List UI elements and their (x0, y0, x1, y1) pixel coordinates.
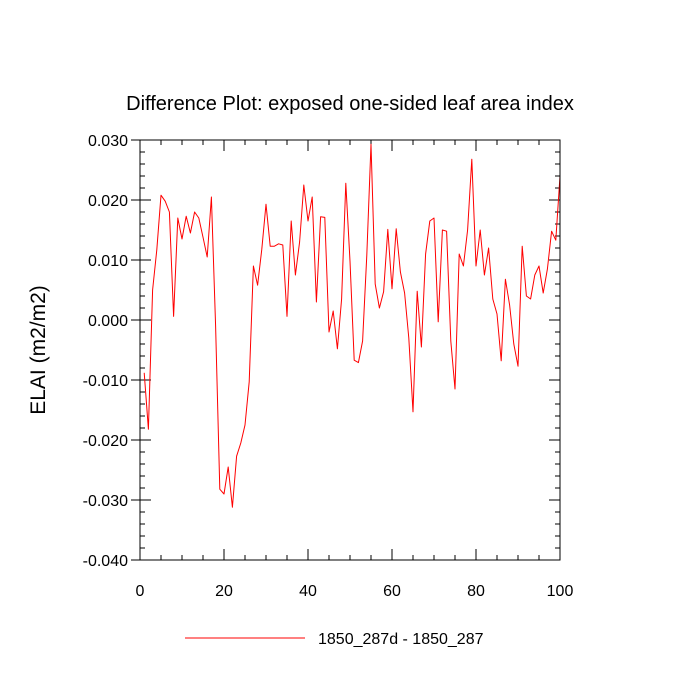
chart-title: Difference Plot: exposed one-sided leaf … (126, 93, 574, 115)
axis-ticks (131, 139, 561, 561)
x-tick-label: 0 (136, 583, 145, 600)
axis-tick-labels: 0 20 40 60 80 100 -0.040 -0.030 -0.020 -0.010 0.00… (83, 133, 574, 600)
x-tick-label: 20 (215, 583, 233, 600)
series-line (143, 143, 561, 508)
x-tick-label: 80 (467, 583, 485, 600)
y-tick-label: -0.020 (83, 433, 128, 450)
y-tick-label: 0.020 (88, 193, 128, 210)
legend: 1850_287d - 1850_287 (185, 631, 484, 648)
x-tick-label: 60 (383, 583, 401, 600)
legend-label: 1850_287d - 1850_287 (318, 631, 484, 648)
y-tick-label: -0.010 (83, 373, 128, 390)
y-axis-label: ELAI (m2/m2) (27, 285, 50, 415)
x-tick-label: 40 (299, 583, 317, 600)
y-tick-label: 0.000 (88, 313, 128, 330)
series-lines (143, 143, 561, 508)
plot-area-frame (139, 139, 561, 561)
y-tick-label: -0.030 (83, 493, 128, 510)
y-tick-label: 0.030 (88, 133, 128, 150)
x-tick-label: 100 (547, 583, 574, 600)
y-tick-label: 0.010 (88, 253, 128, 270)
y-tick-label: -0.040 (83, 553, 128, 570)
